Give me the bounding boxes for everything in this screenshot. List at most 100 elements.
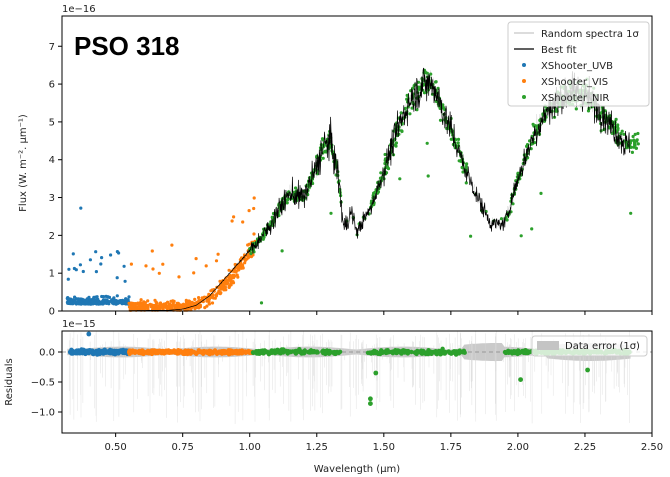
legend-swatch-vis (522, 79, 526, 83)
nir-residual-point (453, 352, 459, 357)
vis-point (156, 307, 160, 311)
residual-x-tick-label: 1.50 (373, 442, 395, 453)
vis-point (150, 249, 154, 253)
uvb-point (115, 294, 119, 298)
uvb-residual-point (123, 349, 128, 354)
flux-y-tick-label: 0 (49, 307, 55, 318)
vis-point (187, 299, 191, 303)
flux-y-tick-label: 2 (49, 231, 55, 242)
vis-residual-point (239, 351, 244, 356)
nir-point (372, 191, 376, 195)
vis-point (238, 263, 242, 267)
vis-point (184, 300, 188, 304)
residual-y-tick-label: −1.0 (31, 408, 55, 419)
vis-point (181, 302, 186, 306)
residual-y-label: Residuals (4, 358, 15, 405)
vis-point (177, 275, 181, 279)
nir-point (633, 132, 637, 136)
nir-point (379, 171, 383, 175)
nir-point (530, 227, 534, 231)
nir-point (636, 131, 640, 136)
nir-point (636, 142, 640, 146)
residual-x-tick-label: 2.50 (641, 442, 663, 453)
nir-point (383, 152, 387, 157)
vis-point (197, 296, 201, 300)
residual-y-ticks: 0.0 −0.5 −1.0 (31, 348, 62, 419)
nir-residual-point (404, 349, 410, 354)
nir-residual-point (327, 351, 332, 356)
nir-point (416, 80, 421, 84)
vis-point (197, 306, 201, 310)
residual-x-tick-label: 0.50 (105, 442, 127, 453)
nir-point (380, 176, 384, 180)
nir-point (324, 149, 328, 153)
vis-point (209, 289, 213, 293)
nir-point (400, 129, 404, 133)
data-error-band (67, 343, 631, 361)
nir-point (634, 146, 639, 150)
nir-point (337, 179, 341, 183)
uvb-point (107, 302, 111, 306)
uvb-point (123, 279, 127, 283)
vis-residual-point (136, 350, 141, 355)
uvb-point (104, 299, 108, 303)
vis-point (170, 306, 174, 310)
residual-x-tick-label: 0.75 (172, 442, 194, 453)
nir-point (519, 234, 523, 238)
nir-residual-point (278, 348, 283, 354)
vis-point (241, 220, 245, 224)
vis-point (229, 281, 233, 285)
vis-residual-point (141, 349, 146, 354)
vis-residual-point (159, 348, 165, 354)
flux-y-ticks: 0 1 2 3 4 5 6 7 (49, 42, 62, 318)
nir-residual-point (254, 351, 260, 356)
vis-point (227, 268, 231, 272)
flux-offset-text: 1e−16 (62, 4, 96, 15)
nir-point (499, 217, 504, 221)
uvb-point (91, 302, 95, 306)
nir-point (369, 199, 374, 203)
nir-point (280, 249, 284, 253)
uvb-residual-point (87, 348, 92, 353)
nir-residual-point (302, 348, 307, 353)
residual-x-tick-label: 1.75 (440, 442, 462, 453)
nir-point (398, 177, 402, 181)
nir-point (614, 117, 618, 121)
nir-residual-point (521, 350, 527, 356)
nir-residual-point (414, 351, 419, 357)
nir-point (630, 150, 635, 154)
nir-residual-point (386, 350, 391, 355)
outlier-residual-point (86, 331, 92, 337)
nir-point (321, 138, 325, 142)
uvb-point (87, 302, 91, 306)
vis-point (213, 296, 217, 300)
vis-residual-point (149, 351, 155, 357)
legend-uvb-label: XShooter_UVB (541, 61, 613, 72)
nir-point (456, 141, 460, 145)
nir-residual-point (525, 349, 530, 354)
uvb-point (71, 252, 75, 256)
vis-point (220, 285, 224, 289)
vis-residual-point (197, 349, 202, 354)
vis-residual-point (246, 349, 252, 354)
vis-residual-point (207, 351, 212, 357)
nir-residual-point (419, 351, 424, 356)
vis-residual-point (185, 350, 190, 355)
vis-point (246, 243, 250, 247)
nir-point (620, 129, 624, 133)
legend-box (507, 21, 650, 107)
nir-residual-point (462, 350, 467, 355)
vis-point (243, 261, 247, 265)
vis-point (139, 303, 143, 307)
uvb-residual-point (77, 351, 83, 356)
nir-point (249, 252, 253, 256)
vis-point (152, 303, 156, 308)
nir-point (294, 186, 298, 190)
nir-residual-point (288, 349, 293, 355)
uvb-residual-point (116, 351, 121, 356)
uvb-point (67, 267, 71, 271)
uvb-residual-point (101, 348, 106, 354)
nir-point (321, 156, 325, 160)
vis-point (140, 306, 144, 310)
nir-point (633, 142, 637, 146)
